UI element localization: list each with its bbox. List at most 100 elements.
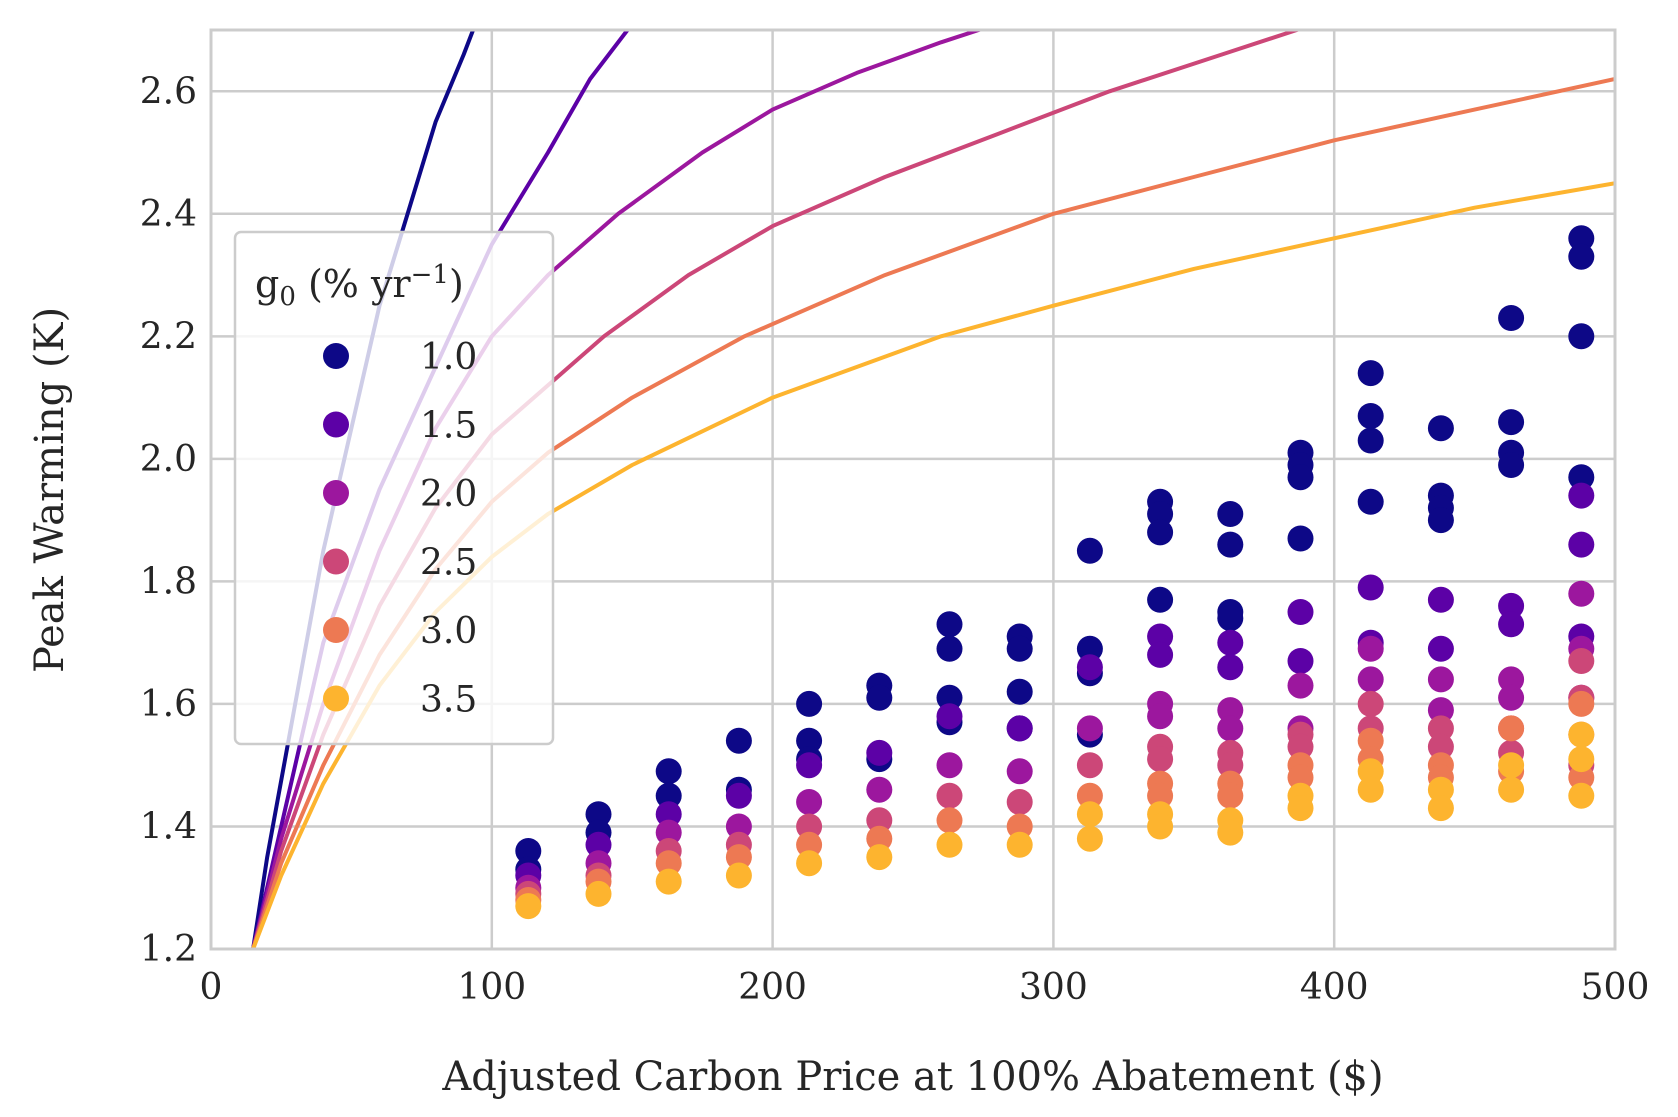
data-point-2.5 xyxy=(1006,789,1033,815)
legend-label-2.0: 2.0 xyxy=(420,474,477,515)
y-tick-label: 2.2 xyxy=(140,316,197,357)
data-point-1.0 xyxy=(515,838,542,864)
data-point-1.5 xyxy=(655,801,682,828)
legend-title-sub: 0 xyxy=(279,282,296,312)
legend-marker-1.0 xyxy=(323,343,349,369)
x-tick-label: 400 xyxy=(1300,967,1369,1008)
data-point-1.5 xyxy=(1568,482,1595,509)
data-point-3.0 xyxy=(1568,764,1595,791)
data-point-2.0 xyxy=(1076,715,1103,742)
data-point-1.0 xyxy=(1287,525,1314,552)
data-point-1.0 xyxy=(1357,360,1384,387)
data-point-1.0 xyxy=(1427,415,1454,442)
x-tick-label: 300 xyxy=(1019,967,1088,1008)
x-tick-label: 0 xyxy=(200,967,223,1008)
data-point-3.5 xyxy=(655,868,682,895)
data-point-1.5 xyxy=(585,831,612,858)
data-point-1.0 xyxy=(1147,519,1174,546)
data-point-1.0 xyxy=(1217,531,1244,558)
data-point-2.0 xyxy=(1217,715,1244,742)
y-tick-label: 2.6 xyxy=(140,71,197,112)
data-point-2.0 xyxy=(796,789,823,815)
data-point-1.0 xyxy=(1568,243,1595,270)
x-tick-label: 500 xyxy=(1581,967,1650,1008)
data-point-1.5 xyxy=(1498,592,1525,619)
data-point-2.5 xyxy=(936,782,963,809)
data-point-3.0 xyxy=(1217,782,1244,809)
data-point-3.5 xyxy=(936,831,963,858)
y-tick-label: 1.6 xyxy=(140,684,197,725)
data-point-1.0 xyxy=(1006,635,1033,662)
data-point-3.5 xyxy=(725,862,752,889)
legend: g0 (% yr−1) 1.0 1.5 2.0 2.5 3.0 3.5 xyxy=(233,230,555,746)
legend-title-rest-b: ) xyxy=(449,262,464,306)
data-point-1.0 xyxy=(1568,464,1595,491)
data-point-2.0 xyxy=(866,776,893,803)
data-point-1.0 xyxy=(585,801,612,828)
data-point-1.5 xyxy=(725,782,752,809)
x-axis-ticks: 0 100 200 300 400 500 xyxy=(200,967,1650,1008)
data-point-1.5 xyxy=(1498,611,1525,638)
legend-marker-3.0 xyxy=(323,617,349,643)
plot-frame xyxy=(209,28,1617,951)
data-point-1.0 xyxy=(1147,501,1174,527)
data-point-3.5 xyxy=(1427,795,1454,822)
data-point-3.5 xyxy=(515,893,542,920)
data-point-3.5 xyxy=(1427,776,1454,803)
legend-marker-3.5 xyxy=(323,685,349,712)
series-line-3.5 xyxy=(251,181,1615,949)
data-point-1.5 xyxy=(796,752,823,779)
data-point-1.0 xyxy=(1147,586,1174,613)
data-point-1.0 xyxy=(1498,452,1525,478)
data-point-1.0 xyxy=(655,782,682,809)
legend-title-sup: −1 xyxy=(411,260,449,290)
data-point-1.0 xyxy=(936,635,963,662)
data-point-2.0 xyxy=(725,813,752,840)
data-point-2.5 xyxy=(796,813,823,840)
y-axis-label: Peak Warming (K) xyxy=(27,307,73,673)
data-point-1.0 xyxy=(1076,635,1103,662)
data-point-3.5 xyxy=(1217,819,1244,846)
data-point-1.5 xyxy=(1147,623,1174,650)
y-tick-label: 2.0 xyxy=(140,439,197,480)
data-point-1.5 xyxy=(1217,654,1244,681)
data-point-2.0 xyxy=(1498,684,1525,711)
data-point-2.5 xyxy=(1076,752,1103,779)
legend-marker-1.5 xyxy=(323,411,349,438)
data-point-1.5 xyxy=(1427,586,1454,613)
data-point-1.5 xyxy=(1427,635,1454,662)
legend-label-1.5: 1.5 xyxy=(420,406,477,447)
data-point-2.5 xyxy=(1357,690,1384,717)
data-point-2.0 xyxy=(1427,697,1454,724)
data-point-2.0 xyxy=(1498,666,1525,693)
data-point-1.5 xyxy=(1287,599,1314,625)
y-tick-label: 2.4 xyxy=(140,194,197,235)
data-point-3.5 xyxy=(1568,782,1595,809)
legend-marker-2.5 xyxy=(323,548,349,575)
legend-items: 1.0 1.5 2.0 2.5 3.0 3.5 xyxy=(323,337,477,721)
series-points xyxy=(515,225,1595,920)
legend-marker-2.0 xyxy=(323,480,349,506)
data-point-1.0 xyxy=(1357,403,1384,429)
data-point-2.5 xyxy=(1427,733,1454,760)
data-point-1.0 xyxy=(1427,507,1454,534)
data-point-2.5 xyxy=(1568,648,1595,674)
data-point-3.5 xyxy=(1076,801,1103,828)
data-point-1.0 xyxy=(936,684,963,711)
legend-label-3.5: 3.5 xyxy=(420,680,477,721)
x-tick-label: 100 xyxy=(457,967,526,1008)
data-point-1.0 xyxy=(796,727,823,754)
data-point-2.0 xyxy=(1568,580,1595,607)
data-point-3.5 xyxy=(1498,776,1525,803)
data-point-1.0 xyxy=(1076,537,1103,564)
data-point-2.5 xyxy=(1217,752,1244,779)
data-point-1.5 xyxy=(936,703,963,730)
data-point-3.5 xyxy=(1498,752,1525,779)
data-point-3.5 xyxy=(1568,721,1595,748)
data-point-3.0 xyxy=(1287,764,1314,791)
data-point-3.5 xyxy=(1076,825,1103,852)
data-point-2.0 xyxy=(936,752,963,779)
data-point-3.5 xyxy=(1568,746,1595,773)
data-point-1.0 xyxy=(1498,305,1525,331)
